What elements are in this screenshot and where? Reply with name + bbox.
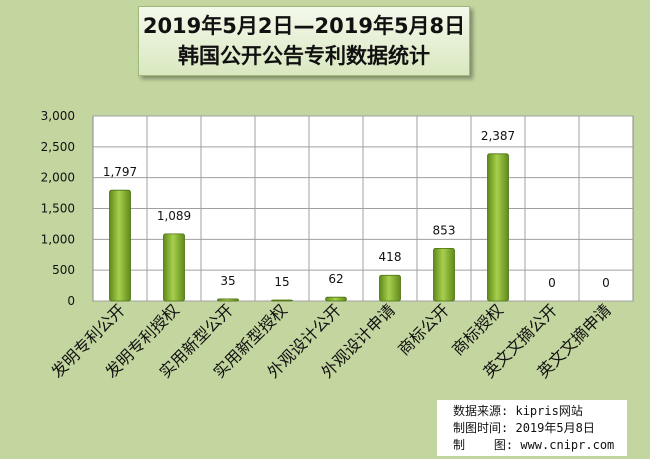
data-label: 2,387 — [481, 129, 515, 143]
bar — [218, 299, 239, 301]
bar — [110, 190, 131, 301]
y-tick-label: 0 — [67, 294, 75, 308]
data-label: 0 — [602, 276, 610, 290]
x-tick-label: 商标公开 — [394, 300, 453, 359]
maker-line: 制 图: www.cnipr.com — [453, 437, 627, 454]
source-label: 数据来源: — [453, 404, 508, 418]
source-value: kipris网站 — [515, 404, 582, 418]
source-line: 数据来源: kipris网站 — [453, 403, 627, 420]
bar — [272, 300, 293, 301]
date-label: 制图时间: — [453, 421, 508, 435]
data-label: 35 — [220, 274, 235, 288]
maker-label: 制 图: — [453, 438, 513, 452]
y-tick-label: 500 — [52, 263, 75, 277]
bar — [488, 154, 509, 301]
y-tick-label: 3,000 — [41, 109, 75, 123]
date-line: 制图时间: 2019年5月8日 — [453, 420, 627, 437]
data-label: 62 — [328, 272, 343, 286]
bar — [434, 248, 455, 301]
source-info-box: 数据来源: kipris网站 制图时间: 2019年5月8日 制 图: www.… — [437, 400, 627, 456]
y-tick-label: 2,000 — [41, 171, 75, 185]
y-tick-label: 2,500 — [41, 140, 75, 154]
bar — [326, 297, 347, 301]
data-label: 1,797 — [103, 165, 137, 179]
data-label: 0 — [548, 276, 556, 290]
data-label: 1,089 — [157, 209, 191, 223]
date-value: 2019年5月8日 — [515, 421, 594, 435]
bar — [380, 275, 401, 301]
bar — [164, 234, 185, 301]
maker-value: www.cnipr.com — [520, 438, 614, 452]
y-tick-label: 1,500 — [41, 202, 75, 216]
data-label: 15 — [274, 275, 289, 289]
data-label: 853 — [433, 223, 456, 237]
y-tick-label: 1,000 — [41, 232, 75, 246]
data-label: 418 — [379, 250, 402, 264]
